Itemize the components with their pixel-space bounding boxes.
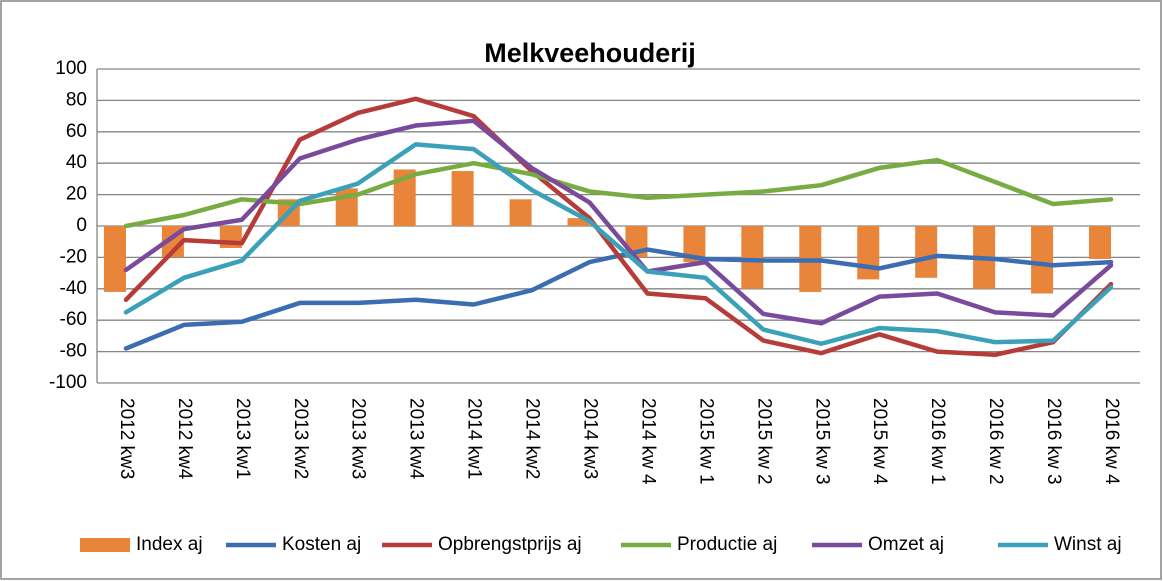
- bar: [915, 226, 938, 278]
- y-tick-label: -100: [49, 372, 87, 393]
- bar: [103, 226, 126, 292]
- x-tick-label: 2016 kw 3: [1043, 398, 1064, 485]
- x-tick-label: 2014 kw1: [464, 398, 485, 479]
- x-tick-label: 2012 kw4: [174, 398, 195, 480]
- legend-label: Winst aj: [1054, 534, 1122, 555]
- legend-label: Productie aj: [677, 534, 777, 555]
- x-tick-label: 2015 kw 1: [695, 398, 716, 485]
- bar: [567, 218, 590, 226]
- y-tick-label: 0: [76, 215, 87, 236]
- y-tick-label: 20: [66, 184, 87, 205]
- chart-title: Melkveehouderij: [484, 38, 696, 68]
- legend-label: Index aj: [136, 534, 203, 555]
- x-tick-label: 2016 kw 4: [1101, 398, 1122, 485]
- bar: [451, 171, 474, 226]
- bar: [393, 169, 416, 226]
- x-tick-label: 2014 kw3: [580, 398, 601, 479]
- y-tick-label: -20: [60, 246, 87, 267]
- y-tick-label: 100: [55, 58, 87, 79]
- x-tick-label: 2013 kw4: [406, 398, 427, 480]
- line-series: [123, 96, 1114, 357]
- bar: [741, 226, 764, 289]
- y-tick-label: 60: [66, 121, 87, 142]
- x-tick-label: 2016 kw 1: [927, 398, 948, 485]
- x-tick-label: 2015 kw 3: [811, 398, 832, 485]
- y-tick-label: 80: [66, 89, 87, 110]
- x-tick-label: 2014 kw2: [522, 398, 543, 479]
- x-tick-label: 2015 kw 4: [869, 398, 890, 485]
- legend-label: Opbrengstprijs aj: [438, 534, 582, 555]
- x-tick-label: 2012 kw3: [116, 398, 137, 479]
- legend-label: Kosten aj: [282, 534, 361, 555]
- y-tick-label: -40: [60, 278, 87, 299]
- x-tick-label: 2014 kw 4: [637, 398, 658, 485]
- bar: [509, 199, 532, 226]
- y-tick-label: -80: [60, 341, 87, 362]
- legend-swatch: [80, 538, 130, 552]
- bar: [1031, 226, 1054, 294]
- bar: [857, 226, 880, 280]
- x-tick-label: 2013 kw2: [290, 398, 311, 479]
- y-tick-label: -60: [60, 309, 87, 330]
- line-series: [123, 142, 1114, 346]
- x-tick-label: 2013 kw3: [348, 398, 369, 479]
- bar: [683, 226, 706, 263]
- line-series: [123, 118, 1114, 326]
- x-tick-label: 2016 kw 2: [985, 398, 1006, 485]
- x-tick-label: 2013 kw1: [232, 398, 253, 479]
- legend-label: Omzet aj: [868, 534, 944, 555]
- y-tick-label: 40: [66, 152, 87, 173]
- line-series: [123, 157, 1114, 229]
- x-tick-label: 2015 kw 2: [753, 398, 774, 485]
- bar: [1089, 226, 1112, 259]
